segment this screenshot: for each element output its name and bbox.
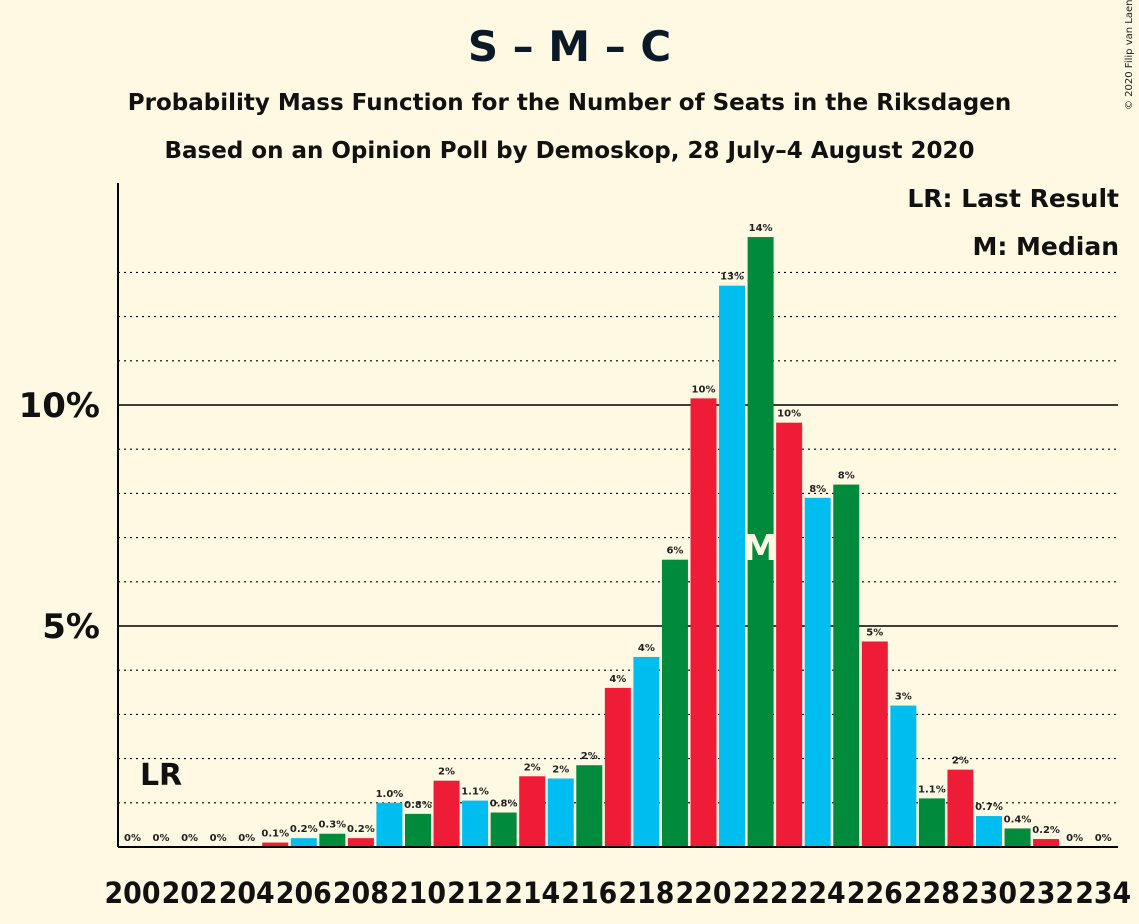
- bar: [890, 705, 917, 847]
- bar-value-label: 4%: [638, 643, 655, 654]
- bar: [776, 422, 803, 847]
- bar-value-label: 0%: [153, 833, 170, 844]
- y-tick-label: 10%: [19, 386, 100, 426]
- bar-value-label: 5%: [866, 627, 883, 638]
- bar: [490, 812, 517, 847]
- bar-value-label: 2%: [581, 751, 598, 762]
- x-tick-label: 232: [1018, 876, 1074, 910]
- bar: [633, 656, 660, 847]
- x-tick-label: 208: [333, 876, 389, 910]
- bar: [462, 800, 489, 847]
- bar-value-label: 2%: [552, 764, 569, 775]
- bar-value-label: 2%: [952, 756, 969, 767]
- bar-value-label: 1.0%: [376, 789, 404, 800]
- bar-value-label: 6%: [666, 546, 683, 557]
- bar-value-label: 10%: [777, 409, 801, 420]
- x-tick-label: 234: [1075, 876, 1131, 910]
- bar: [690, 398, 717, 847]
- median-marker: M: [743, 528, 779, 569]
- x-tick-label: 226: [847, 876, 903, 910]
- x-tick-label: 214: [504, 876, 560, 910]
- chart-source-line: Based on an Opinion Poll by Demoskop, 28…: [164, 138, 975, 164]
- bar-value-label: 8%: [838, 471, 855, 482]
- bar: [604, 687, 631, 847]
- x-tick-label: 202: [162, 876, 218, 910]
- bar: [376, 802, 403, 847]
- bar-value-label: 0%: [210, 833, 227, 844]
- bar: [547, 778, 574, 847]
- bar-value-label: 0.3%: [318, 820, 346, 831]
- bar-value-label: 0.7%: [975, 802, 1003, 813]
- bar: [719, 285, 746, 847]
- bar: [918, 798, 945, 847]
- legend-last-result: LR: Last Result: [907, 184, 1119, 213]
- x-tick-label: 200: [105, 876, 161, 910]
- bar: [661, 559, 688, 847]
- bar-value-label: 0%: [124, 833, 141, 844]
- chart-title: S – M – C: [467, 22, 672, 71]
- bar: [347, 838, 374, 847]
- bar-value-label: 14%: [749, 223, 773, 234]
- bar-value-label: 0.4%: [1004, 814, 1032, 825]
- bar-value-label: 8%: [809, 484, 826, 495]
- legend-median: M: Median: [972, 232, 1119, 261]
- bar: [861, 641, 888, 847]
- bar-value-label: 0.8%: [490, 799, 518, 810]
- bar: [519, 776, 546, 847]
- x-tick-label: 216: [561, 876, 617, 910]
- bar: [747, 237, 774, 848]
- chart-subtitle: Probability Mass Function for the Number…: [127, 90, 1012, 116]
- bar-value-label: 1.1%: [461, 787, 489, 798]
- bar: [1004, 828, 1031, 847]
- bar-value-label: 13%: [720, 272, 744, 283]
- bar-value-label: 0%: [181, 833, 198, 844]
- x-tick-label: 228: [904, 876, 960, 910]
- data-labels: 0% 0% 0% 0% 0% 0.1% 0.2% 0.3% 0.2%1.0%0.8%2%1.1%…: [124, 223, 1112, 844]
- bar-value-label: 1.1%: [918, 784, 946, 795]
- bar-value-label: 4%: [609, 674, 626, 685]
- bar-value-label: 0.2%: [1032, 825, 1060, 836]
- bar: [405, 813, 431, 847]
- bar-value-label: 2%: [524, 762, 541, 773]
- bar: [576, 765, 603, 847]
- x-tick-label: 204: [219, 876, 275, 910]
- bar: [947, 769, 974, 847]
- bar: [976, 816, 1002, 847]
- bar-value-label: 0.1%: [261, 829, 289, 840]
- bar: [1033, 839, 1060, 847]
- bar: [433, 780, 460, 847]
- axes: 5%10%200 202 204 206 208 210 212 214 216 218 220 22…: [19, 183, 1131, 910]
- x-tick-label: 230: [961, 876, 1017, 910]
- bar: [290, 838, 317, 847]
- y-tick-label: 5%: [42, 607, 100, 647]
- x-tick-label: 218: [618, 876, 674, 910]
- bar-value-label: 0.2%: [290, 824, 318, 835]
- bar-value-label: 0%: [238, 833, 255, 844]
- x-tick-label: 222: [733, 876, 789, 910]
- x-tick-label: 210: [390, 876, 446, 910]
- bar-value-label: 0.8%: [404, 800, 432, 811]
- last-result-marker: LR: [140, 758, 182, 793]
- bar-value-label: 2%: [438, 767, 455, 778]
- bar: [833, 484, 860, 847]
- bar: [804, 497, 831, 847]
- bars: [262, 237, 1060, 848]
- bar: [262, 842, 289, 847]
- bar-value-label: 0.2%: [347, 824, 375, 835]
- bar: [319, 833, 346, 847]
- bar-value-label: 0%: [1066, 833, 1083, 844]
- bar-value-label: 3%: [895, 692, 912, 703]
- bar-value-label: 0%: [1095, 833, 1112, 844]
- x-tick-label: 212: [447, 876, 503, 910]
- x-tick-label: 206: [276, 876, 332, 910]
- bar-value-label: 10%: [692, 384, 716, 395]
- x-tick-label: 220: [676, 876, 732, 910]
- x-tick-label: 224: [790, 876, 846, 910]
